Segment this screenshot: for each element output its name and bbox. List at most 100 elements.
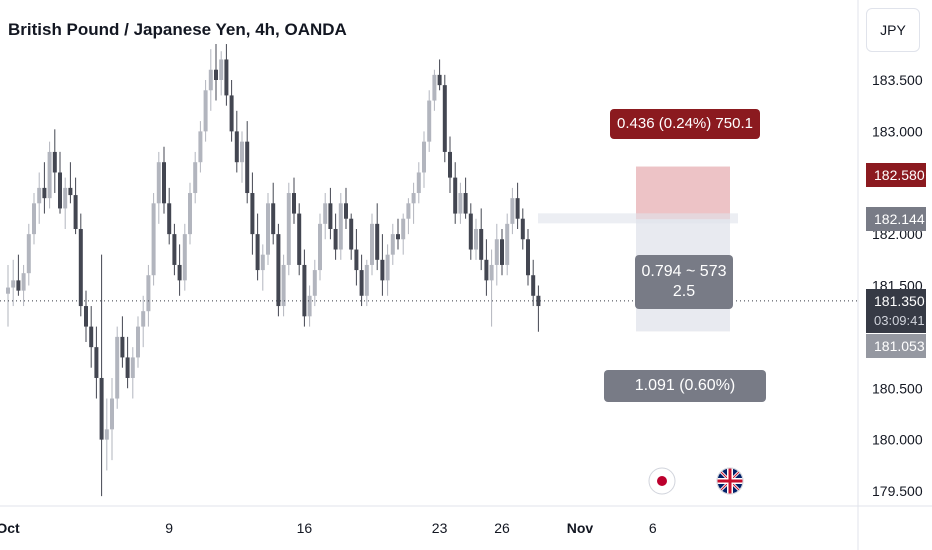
candle-body bbox=[427, 100, 432, 142]
candle-body bbox=[500, 239, 504, 265]
target-price-tag: 181.053 bbox=[866, 334, 926, 358]
candle-body bbox=[505, 223, 510, 265]
candle-body bbox=[271, 203, 276, 235]
candle-body bbox=[484, 259, 489, 281]
candle-body bbox=[42, 187, 47, 199]
candle-body bbox=[156, 162, 161, 204]
candle-body bbox=[266, 203, 270, 255]
candle-body bbox=[302, 264, 307, 317]
candle-body bbox=[37, 187, 42, 204]
candle-body bbox=[255, 234, 260, 271]
candle-body bbox=[401, 218, 406, 240]
candle-body bbox=[276, 234, 281, 307]
candle-body bbox=[520, 218, 525, 240]
candle-body bbox=[494, 239, 499, 265]
candle-body bbox=[442, 85, 447, 152]
candle-body bbox=[219, 59, 224, 80]
candle-body bbox=[281, 264, 286, 307]
candle-body bbox=[26, 234, 31, 274]
candle-body bbox=[328, 203, 333, 229]
y-tick-label: 183.000 bbox=[872, 123, 923, 139]
candle-body bbox=[245, 141, 250, 194]
candle-body bbox=[167, 203, 172, 235]
candle-body bbox=[468, 213, 473, 250]
candle-body bbox=[47, 151, 52, 199]
candle-body bbox=[172, 234, 177, 265]
candle-body bbox=[11, 280, 16, 288]
candle-body bbox=[307, 295, 312, 317]
candle-body bbox=[458, 193, 463, 214]
candle-body bbox=[432, 74, 437, 101]
y-tick-label: 180.000 bbox=[872, 432, 923, 448]
candle-body bbox=[224, 59, 229, 96]
candle-body bbox=[188, 193, 192, 235]
x-tick-label: 6 bbox=[649, 520, 657, 536]
candle-body bbox=[448, 151, 452, 178]
candle-body bbox=[141, 311, 146, 327]
japan-flag-icon[interactable] bbox=[648, 467, 676, 495]
stop-label: 0.436 (0.24%) 750.1 bbox=[610, 109, 760, 139]
risk-reward-label: 0.794 ~ 573 2.5 bbox=[635, 255, 733, 309]
candle-body bbox=[453, 177, 458, 214]
candle-body bbox=[130, 357, 135, 378]
candle-body bbox=[479, 228, 484, 260]
candle-body bbox=[229, 95, 234, 132]
x-tick-label: Oct bbox=[0, 520, 20, 536]
candle-body bbox=[416, 172, 421, 194]
y-tick-label: 179.500 bbox=[872, 483, 923, 499]
x-tick-label: 9 bbox=[165, 520, 173, 536]
candle-body bbox=[323, 203, 328, 224]
candle-body bbox=[489, 264, 494, 281]
candle-body bbox=[32, 203, 36, 235]
candle-body bbox=[474, 228, 478, 250]
candle-body bbox=[531, 275, 536, 296]
candle-body bbox=[240, 141, 244, 163]
candle-body bbox=[526, 239, 530, 276]
candle-body bbox=[21, 273, 26, 291]
last-price-value: 181.350 bbox=[874, 293, 925, 309]
event-markers[interactable] bbox=[648, 467, 744, 495]
candle-body bbox=[411, 193, 416, 204]
candle-body bbox=[89, 326, 94, 348]
candle-body bbox=[99, 377, 104, 440]
candle-body bbox=[396, 234, 400, 240]
candle-body bbox=[78, 228, 83, 307]
candle-body bbox=[68, 187, 73, 196]
candle-body bbox=[385, 254, 390, 281]
candle-body bbox=[437, 74, 442, 86]
candle-body bbox=[510, 198, 515, 224]
candle-body bbox=[515, 198, 520, 219]
stop-price-tag: 182.580 bbox=[866, 163, 926, 187]
axis-layer: 183.500183.000182.000181.500180.500180.0… bbox=[0, 72, 923, 536]
uk-flag-icon[interactable] bbox=[716, 467, 744, 495]
stop-loss-zone[interactable] bbox=[636, 166, 730, 220]
candle-body bbox=[6, 287, 10, 294]
candle-body bbox=[390, 234, 395, 255]
x-tick-label: Nov bbox=[567, 520, 594, 536]
bar-countdown: 03:09:41 bbox=[874, 313, 925, 328]
entry-price-tag: 182.144 bbox=[866, 207, 926, 231]
candle-body bbox=[422, 141, 426, 173]
candle-body bbox=[193, 162, 198, 194]
candle-body bbox=[115, 336, 120, 399]
candle-body bbox=[198, 131, 203, 163]
candle-body bbox=[286, 193, 291, 265]
candle-body bbox=[162, 162, 166, 204]
candle-body bbox=[375, 223, 380, 260]
candle-body bbox=[463, 193, 468, 214]
candle-body bbox=[344, 203, 348, 219]
candle-body bbox=[73, 195, 78, 229]
candle-body bbox=[318, 223, 322, 271]
candle-body bbox=[359, 270, 364, 296]
candle-body bbox=[94, 347, 99, 378]
x-tick-label: 16 bbox=[297, 520, 313, 536]
candle-body bbox=[234, 131, 239, 163]
candle-body bbox=[406, 203, 411, 219]
candle-body bbox=[120, 336, 125, 358]
candle-body bbox=[536, 295, 541, 307]
candle-body bbox=[177, 264, 182, 281]
candle-body bbox=[380, 259, 385, 281]
currency-selector[interactable]: JPY bbox=[866, 8, 920, 52]
